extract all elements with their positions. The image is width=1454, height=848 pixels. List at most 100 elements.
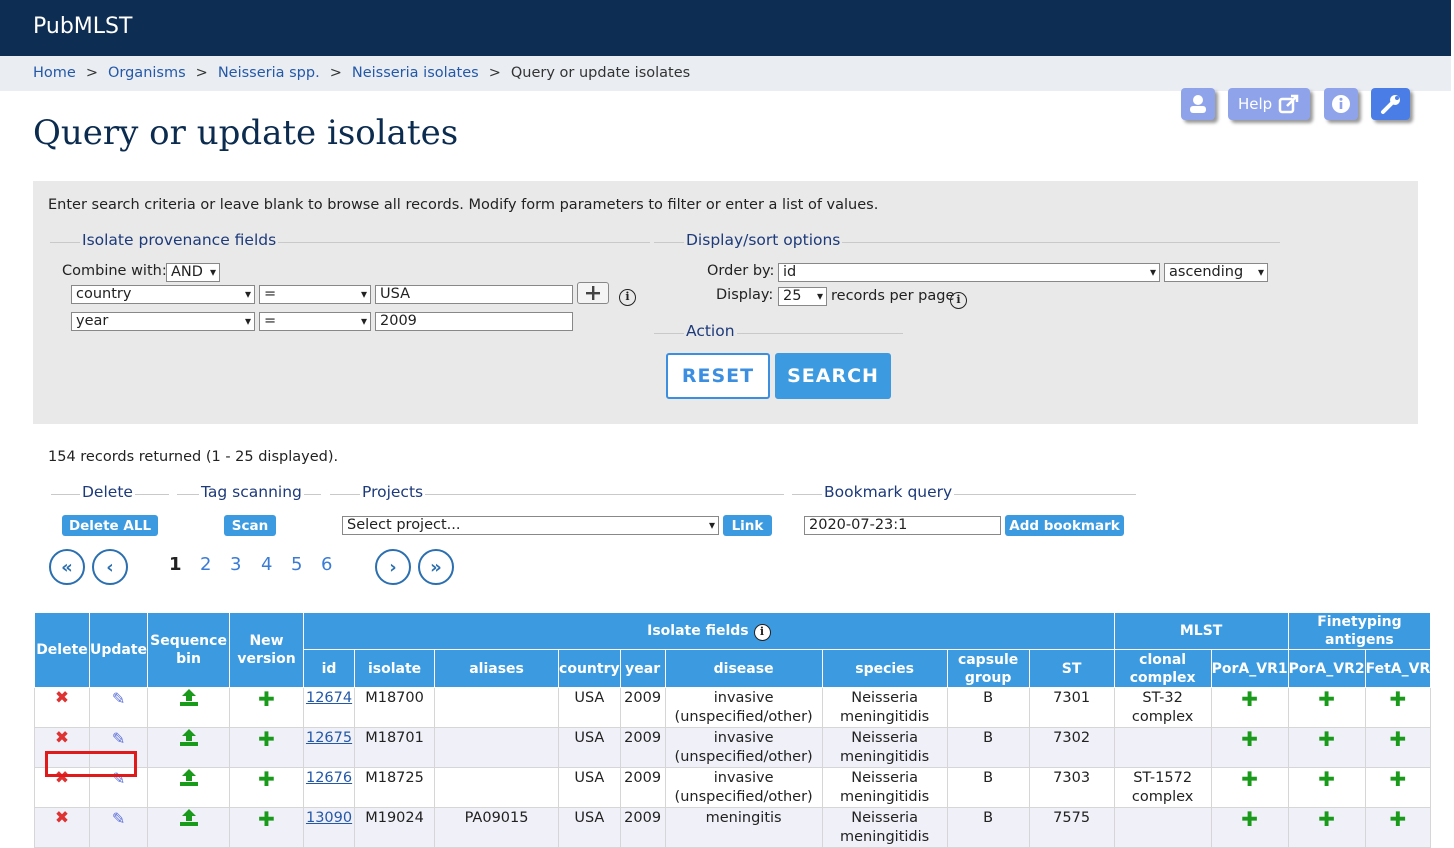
- page-link-2[interactable]: 2: [200, 554, 212, 575]
- pencil-icon[interactable]: ✎: [111, 769, 126, 788]
- col-pora-vr2-header[interactable]: PorA_VR2: [1287, 649, 1366, 688]
- new-version-cell[interactable]: ✚: [229, 727, 305, 768]
- plus-icon[interactable]: ✚: [1241, 767, 1258, 791]
- previous-page-button[interactable]: ‹: [92, 549, 128, 585]
- plus-icon[interactable]: ✚: [1318, 727, 1335, 751]
- combine-select[interactable]: AND: [166, 263, 220, 282]
- antigen-cell[interactable]: ✚: [1364, 687, 1432, 728]
- pencil-icon[interactable]: ✎: [111, 689, 126, 708]
- sequence-bin-cell[interactable]: [147, 727, 231, 768]
- update-cell[interactable]: ✎: [88, 807, 149, 848]
- isolate-id-link[interactable]: 13090: [305, 810, 353, 826]
- order-by-select[interactable]: id: [778, 263, 1160, 282]
- sequence-bin-cell[interactable]: [147, 807, 231, 848]
- plus-icon[interactable]: ✚: [1318, 687, 1335, 711]
- col-species-header[interactable]: species: [821, 649, 948, 688]
- info-icon[interactable]: i: [950, 292, 967, 309]
- next-page-button[interactable]: ›: [375, 549, 411, 585]
- page-link-3[interactable]: 3: [230, 554, 242, 575]
- id-cell[interactable]: 12676: [303, 767, 356, 808]
- upload-icon[interactable]: [179, 689, 198, 710]
- page-link-4[interactable]: 4: [261, 554, 273, 575]
- plus-icon[interactable]: ✚: [258, 807, 275, 831]
- antigen-cell[interactable]: ✚: [1287, 727, 1366, 768]
- breadcrumb-home[interactable]: Home: [33, 65, 76, 81]
- col-disease-header[interactable]: disease: [664, 649, 823, 688]
- plus-icon[interactable]: ✚: [1389, 727, 1407, 751]
- reset-button[interactable]: RESET: [666, 353, 770, 399]
- sequence-bin-cell[interactable]: [147, 687, 231, 728]
- antigen-cell[interactable]: ✚: [1287, 767, 1366, 808]
- site-title[interactable]: PubMLST: [33, 14, 133, 39]
- isolate-id-link[interactable]: 12675: [305, 730, 353, 746]
- new-version-cell[interactable]: ✚: [229, 687, 305, 728]
- antigen-cell[interactable]: ✚: [1287, 807, 1366, 848]
- scan-button[interactable]: Scan: [224, 515, 276, 536]
- new-version-cell[interactable]: ✚: [229, 767, 305, 808]
- user-icon[interactable]: [1181, 88, 1215, 120]
- delete-icon[interactable]: ✖: [54, 768, 70, 788]
- col-st-header[interactable]: ST: [1028, 649, 1115, 688]
- breadcrumb-neisseria-isolates[interactable]: Neisseria isolates: [351, 65, 479, 81]
- plus-icon[interactable]: ✚: [1241, 807, 1258, 831]
- delete-icon[interactable]: ✖: [54, 688, 70, 708]
- new-version-cell[interactable]: ✚: [229, 807, 305, 848]
- field-select-1[interactable]: country: [71, 285, 255, 304]
- help-button[interactable]: Help: [1228, 88, 1310, 120]
- upload-icon[interactable]: [179, 809, 198, 830]
- link-button[interactable]: Link: [723, 515, 772, 536]
- delete-all-button[interactable]: Delete ALL: [62, 515, 158, 536]
- antigen-cell[interactable]: ✚: [1210, 767, 1289, 808]
- plus-icon[interactable]: ✚: [1389, 687, 1407, 711]
- first-page-button[interactable]: «: [49, 549, 85, 585]
- upload-icon[interactable]: [179, 769, 198, 790]
- info-icon[interactable]: i: [753, 623, 771, 641]
- wrench-icon[interactable]: [1371, 88, 1410, 120]
- plus-icon[interactable]: ✚: [1241, 687, 1258, 711]
- col-feta-vr-header[interactable]: FetA_VR: [1364, 649, 1432, 688]
- search-button[interactable]: SEARCH: [775, 353, 891, 399]
- col-year-header[interactable]: year: [619, 649, 666, 688]
- operator-select-1[interactable]: =: [259, 285, 371, 304]
- id-cell[interactable]: 13090: [303, 807, 356, 848]
- info-icon[interactable]: [1324, 88, 1358, 120]
- plus-icon[interactable]: ✚: [1389, 767, 1407, 791]
- col-clonal-complex-header[interactable]: clonal complex: [1113, 649, 1212, 688]
- id-cell[interactable]: 12674: [303, 687, 356, 728]
- delete-icon[interactable]: ✖: [54, 808, 70, 828]
- project-select[interactable]: Select project...: [342, 516, 719, 535]
- antigen-cell[interactable]: ✚: [1287, 687, 1366, 728]
- upload-icon[interactable]: [179, 729, 198, 750]
- antigen-cell[interactable]: ✚: [1364, 807, 1432, 848]
- isolate-id-link[interactable]: 12674: [305, 690, 353, 706]
- sequence-bin-cell[interactable]: [147, 767, 231, 808]
- page-link-5[interactable]: 5: [291, 554, 303, 575]
- value-input-2[interactable]: 2009: [375, 312, 573, 331]
- pencil-icon[interactable]: ✎: [111, 809, 126, 828]
- plus-icon[interactable]: ✚: [1318, 767, 1335, 791]
- antigen-cell[interactable]: ✚: [1210, 727, 1289, 768]
- page-link-1[interactable]: 1: [169, 554, 182, 575]
- id-cell[interactable]: 12675: [303, 727, 356, 768]
- value-input-1[interactable]: USA: [375, 285, 573, 304]
- isolate-id-link[interactable]: 12676: [305, 770, 353, 786]
- col-aliases-header[interactable]: aliases: [434, 649, 560, 688]
- breadcrumb-organisms[interactable]: Organisms: [107, 65, 186, 81]
- page-link-6[interactable]: 6: [321, 554, 333, 575]
- plus-icon[interactable]: ✚: [258, 727, 275, 751]
- last-page-button[interactable]: »: [418, 549, 454, 585]
- order-direction-select[interactable]: ascending: [1164, 263, 1268, 282]
- plus-icon[interactable]: ✚: [1241, 727, 1258, 751]
- add-row-button[interactable]: [577, 282, 609, 304]
- plus-icon[interactable]: ✚: [1389, 807, 1407, 831]
- plus-icon[interactable]: ✚: [258, 767, 275, 791]
- plus-icon[interactable]: ✚: [1318, 807, 1335, 831]
- pencil-icon[interactable]: ✎: [111, 729, 126, 748]
- antigen-cell[interactable]: ✚: [1210, 687, 1289, 728]
- delete-cell[interactable]: ✖: [34, 687, 90, 728]
- delete-icon[interactable]: ✖: [54, 728, 70, 748]
- plus-icon[interactable]: ✚: [258, 687, 275, 711]
- col-pora-vr1-header[interactable]: PorA_VR1: [1210, 649, 1289, 688]
- update-cell[interactable]: ✎: [88, 727, 149, 768]
- field-select-2[interactable]: year: [71, 312, 255, 331]
